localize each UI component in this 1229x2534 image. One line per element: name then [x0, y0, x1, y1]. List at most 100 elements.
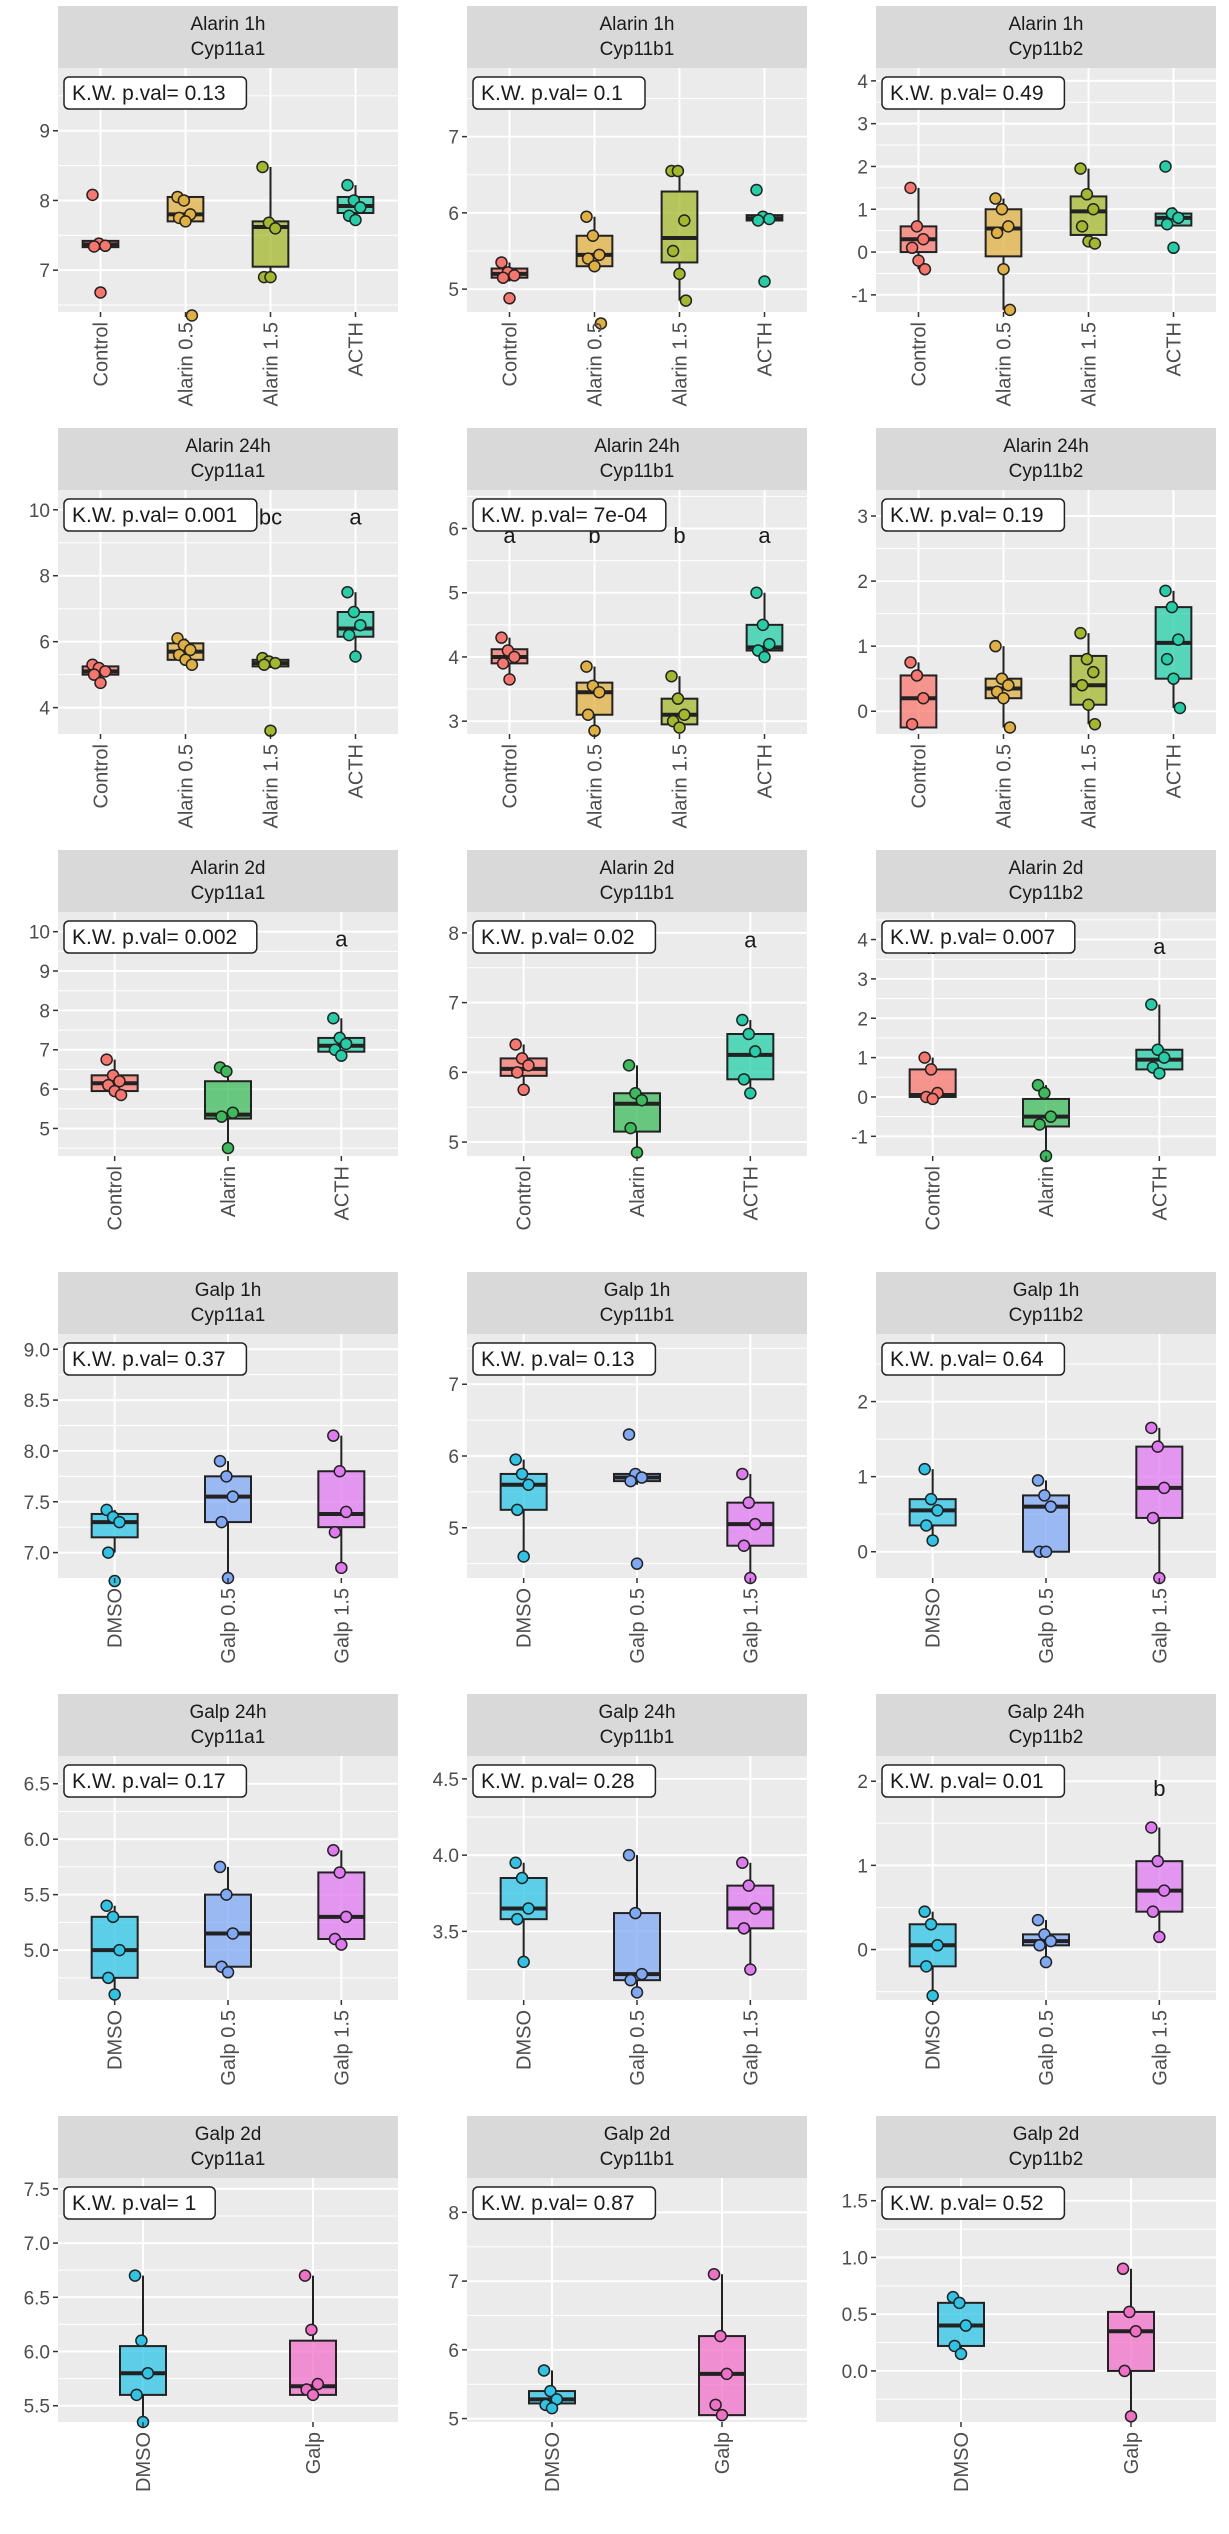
y-tick-label: 5.5 [24, 1886, 50, 1907]
y-tick-label: 0 [857, 702, 868, 723]
data-point [509, 1856, 522, 1869]
data-point [904, 181, 917, 195]
y-tick-label: -1 [851, 1127, 868, 1148]
data-point [544, 2384, 557, 2398]
box-galp-0.5 [1022, 1474, 1070, 1558]
data-point [269, 222, 282, 235]
data-point [920, 1519, 933, 1532]
facet-panel-15: Galp 2d Cyp11a1 5.5 6.0 6.5 7.0 7.5 DMSO Galp K.W… [24, 2116, 398, 2492]
data-point [86, 188, 99, 202]
data-point [130, 2388, 143, 2402]
strip-label: Cyp11b1 [600, 1305, 675, 1326]
pvalue-label: K.W. p.val= 0.001 [63, 498, 258, 532]
y-tick-label: 1.5 [842, 2192, 868, 2213]
data-point [905, 717, 919, 731]
facet-strip [876, 6, 1216, 68]
data-point [1146, 1511, 1160, 1525]
x-tick-label: Galp [1121, 2432, 1143, 2474]
data-point [624, 1121, 637, 1135]
y-tick-label: 6 [448, 1447, 459, 1468]
strip-label: Cyp11a1 [191, 2149, 266, 2170]
data-point [997, 262, 1010, 276]
x-tick-label: ACTH [740, 1166, 762, 1220]
pvalue-text: K.W. p.val= 0.002 [72, 926, 237, 949]
data-point [586, 229, 600, 242]
box-alarin-1.5 [251, 160, 290, 284]
facet-strip [58, 428, 398, 490]
data-point [918, 262, 932, 276]
data-point [742, 1879, 755, 1892]
facet-panel-16: Galp 2d Cyp11b1 5 6 7 8 DMSO Galp K.W. p.val= 0.… [448, 2116, 807, 2492]
box-galp-0.5 [204, 1860, 252, 1979]
data-point [920, 1960, 933, 1973]
facet-panel-13: Galp 24h Cyp11b1 3.5 4.0 4.5 DMSO Galp 0.5 Galp… [433, 1694, 807, 2086]
data-point [349, 650, 362, 663]
pvalue-box [881, 1342, 1066, 1376]
box-alarin-1.5 [1069, 626, 1108, 731]
pvalue-box [63, 1764, 248, 1798]
x-tick-label: DMSO [542, 2432, 564, 2492]
pvalue-label: K.W. p.val= 0.13 [63, 76, 248, 110]
data-point [1151, 1440, 1164, 1453]
data-point [99, 665, 112, 678]
strip-label: Galp 1h [1013, 1280, 1080, 1301]
data-point [678, 214, 691, 227]
y-tick-label: 4 [448, 648, 459, 669]
x-tick-label: Galp 1.5 [331, 2010, 353, 2086]
data-point [517, 1550, 530, 1563]
data-point [1153, 1930, 1166, 1944]
y-tick-label: 3 [857, 970, 868, 991]
y-tick-label: 5 [448, 280, 459, 301]
y-tick-label: -1 [851, 286, 868, 307]
pvalue-box [63, 76, 248, 110]
data-point [1075, 678, 1089, 692]
data-point [917, 232, 930, 246]
y-tick-label: 7 [448, 128, 459, 149]
data-point [1039, 1955, 1053, 1969]
facet-strip [467, 428, 807, 490]
y-tick-label: 7 [448, 1375, 459, 1396]
data-point [748, 1045, 762, 1058]
x-tick-label: DMSO [923, 1588, 945, 1648]
strip-label: Alarin 1h [600, 14, 675, 35]
pvalue-label: K.W. p.val= 0.02 [472, 920, 657, 954]
y-tick-label: 7.5 [24, 2180, 50, 2201]
data-point [100, 1053, 113, 1066]
facet-strip [58, 1694, 398, 1756]
data-point [495, 631, 508, 644]
strip-label: Alarin 24h [594, 436, 680, 457]
pvalue-box [63, 498, 258, 532]
y-tick-label: 0 [857, 1543, 868, 1564]
y-tick-label: 4 [857, 931, 868, 952]
x-tick-label: Galp [303, 2432, 325, 2474]
data-point [339, 1910, 353, 1924]
data-point [1087, 203, 1100, 216]
data-point [113, 1074, 126, 1088]
facet-strip [876, 850, 1216, 912]
pvalue-text: K.W. p.val= 0.02 [481, 926, 635, 949]
strip-label: Alarin 1h [1009, 14, 1084, 35]
pvalue-label: K.W. p.val= 0.49 [881, 76, 1066, 110]
data-point [588, 260, 601, 273]
facet-strip [876, 428, 1216, 490]
x-tick-label: Control [91, 744, 113, 808]
pvalue-text: K.W. p.val= 0.13 [481, 1348, 635, 1371]
x-tick-label: DMSO [133, 2432, 155, 2492]
y-tick-label: 8 [39, 1001, 50, 1022]
strip-label: Alarin 2d [191, 858, 266, 879]
data-point [496, 271, 510, 284]
box-iqr [204, 1475, 252, 1524]
pvalue-text: K.W. p.val= 0.28 [481, 1770, 635, 1793]
pvalue-box [881, 76, 1066, 110]
x-tick-label: Alarin 0.5 [585, 322, 607, 407]
data-point [666, 244, 680, 258]
y-tick-label: 5 [448, 2410, 459, 2431]
data-point [736, 1467, 749, 1481]
data-point [926, 1534, 939, 1547]
box-alarin-0.5 [984, 639, 1023, 734]
pvalue-box [63, 1342, 248, 1376]
x-tick-label: Galp 0.5 [627, 1588, 649, 1664]
data-point [327, 1429, 340, 1442]
y-tick-label: 1 [857, 1468, 868, 1489]
box-control [81, 188, 120, 299]
